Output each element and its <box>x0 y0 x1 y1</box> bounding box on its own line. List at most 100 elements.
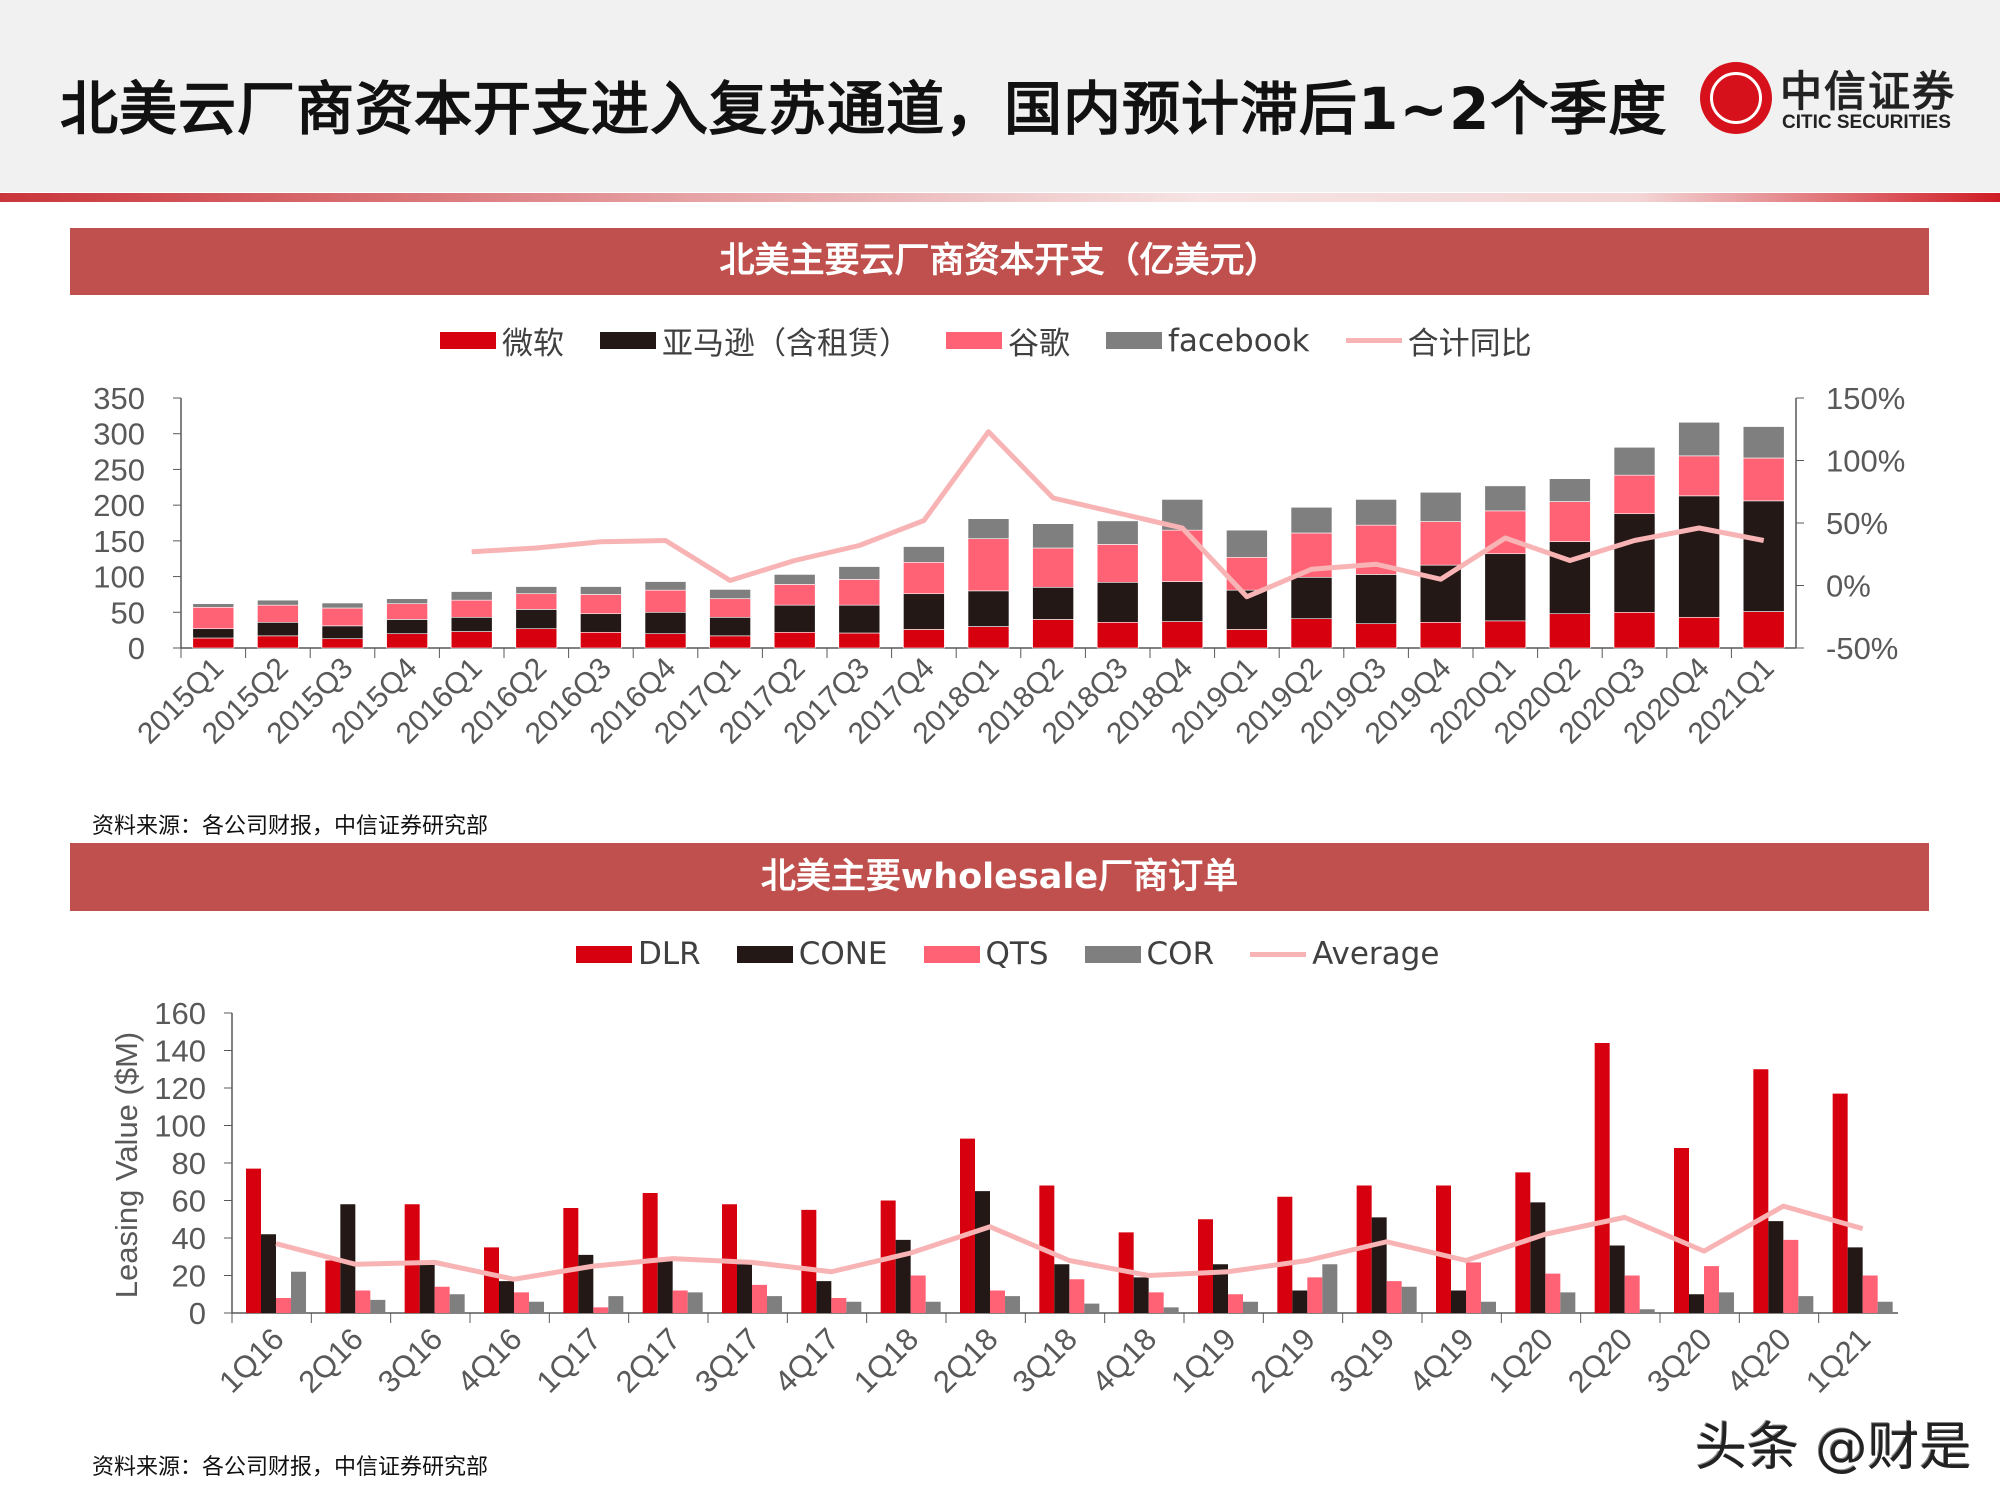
bar-0-2019Q2 <box>1290 618 1333 649</box>
x-tick-label-2: 3Q17 <box>688 1321 766 1399</box>
bar-3-2019Q1 <box>1226 529 1268 558</box>
bar-2-2021Q1 <box>1742 457 1785 502</box>
bar-1-2016Q3 <box>580 613 622 633</box>
y-tick-label-2: 160 <box>154 996 206 1031</box>
chart1-source: 资料来源：各公司财报，中信证券研究部 <box>92 814 489 839</box>
bar-COR-4Q20 <box>1798 1296 1814 1313</box>
bar-2-2017Q3 <box>838 579 881 606</box>
legend-item: 微软 <box>440 318 564 363</box>
bar-COR-3Q19 <box>1401 1286 1417 1313</box>
bar-2-2018Q3 <box>1096 544 1139 583</box>
x-tick-label-2: 3Q19 <box>1323 1321 1401 1399</box>
x-tick-label-2: 2Q17 <box>609 1321 687 1399</box>
bar-DLR-4Q16 <box>484 1247 499 1313</box>
bar-QTS-3Q17 <box>752 1284 767 1313</box>
y-tick-label-2: 140 <box>154 1034 206 1069</box>
bar-DLR-1Q19 <box>1198 1219 1213 1313</box>
bar-1-2016Q4 <box>644 611 687 635</box>
bar-QTS-1Q21 <box>1862 1275 1878 1313</box>
legend-label: COR <box>1146 936 1215 972</box>
bar-CONE-4Q16 <box>499 1281 514 1313</box>
bar-COR-2Q20 <box>1639 1309 1655 1313</box>
y-right-tick-label: 0% <box>1826 569 1871 604</box>
bar-3-2018Q1 <box>967 518 1010 540</box>
bar-COR-3Q20 <box>1719 1292 1734 1313</box>
y-right-tick-label: -50% <box>1826 631 1898 666</box>
bar-3-2018Q3 <box>1096 520 1139 545</box>
x-tick-label-2: 1Q17 <box>530 1321 608 1399</box>
bar-CONE-4Q18 <box>1133 1277 1149 1313</box>
y-tick-label: 150 <box>93 524 145 559</box>
bar-QTS-2Q16 <box>355 1290 371 1313</box>
bar-CONE-3Q16 <box>419 1264 435 1313</box>
y-tick-label-2: 80 <box>172 1146 206 1181</box>
legend-item: QTS <box>923 936 1049 972</box>
bar-0-2018Q3 <box>1096 621 1139 649</box>
bar-COR-2Q17 <box>687 1292 703 1313</box>
bar-3-2019Q4 <box>1419 491 1462 522</box>
chart1-title: 北美主要云厂商资本开支（亿美元） <box>70 228 1929 295</box>
bar-CONE-4Q20 <box>1768 1221 1784 1313</box>
bar-COR-2Q16 <box>370 1299 386 1313</box>
bar-0-2018Q4 <box>1161 621 1204 649</box>
bar-1-2016Q2 <box>515 609 558 630</box>
bar-1-2018Q1 <box>967 590 1010 627</box>
bar-3-2020Q4 <box>1678 421 1720 457</box>
bar-CONE-4Q19 <box>1451 1290 1466 1313</box>
header-divider <box>0 193 2000 202</box>
x-tick-label-2: 2Q18 <box>926 1321 1004 1399</box>
bar-QTS-3Q20 <box>1704 1266 1719 1313</box>
bar-0-2019Q1 <box>1226 629 1268 649</box>
x-tick-label-2: 1Q19 <box>1164 1321 1242 1399</box>
bar-3-2015Q1 <box>192 603 235 608</box>
bar-CONE-2Q20 <box>1609 1245 1625 1313</box>
y-tick-label: 0 <box>128 631 145 666</box>
bar-DLR-3Q20 <box>1674 1148 1689 1313</box>
x-tick-label-2: 3Q16 <box>371 1321 449 1399</box>
y-tick-label: 50 <box>111 595 145 630</box>
x-tick-label-2: 4Q16 <box>450 1321 528 1399</box>
legend-item: Average <box>1250 936 1439 972</box>
bar-DLR-2Q20 <box>1594 1043 1610 1313</box>
y-tick-label-2: 100 <box>154 1109 206 1144</box>
bar-3-2017Q3 <box>838 566 881 580</box>
watermark: 头条 @财是 <box>1695 1418 1972 1478</box>
y-axis-title: Leasing Value ($M) <box>109 1032 144 1299</box>
bar-0-2017Q3 <box>838 632 881 649</box>
bar-1-2015Q3 <box>321 625 364 640</box>
x-tick-label-2: 2Q16 <box>292 1321 370 1399</box>
bar-1-2020Q2 <box>1549 541 1591 615</box>
bar-0-2015Q4 <box>386 633 428 649</box>
bar-COR-4Q17 <box>846 1301 862 1313</box>
bar-3-2016Q1 <box>450 591 493 601</box>
bar-3-2017Q1 <box>709 589 751 600</box>
bar-CONE-1Q16 <box>261 1234 276 1313</box>
bar-COR-1Q21 <box>1877 1301 1893 1313</box>
bar-CONE-2Q16 <box>340 1204 356 1313</box>
bar-3-2015Q2 <box>257 599 299 606</box>
logo-text-cn: 中信证券 <box>1780 67 1957 116</box>
bar-COR-1Q20 <box>1560 1292 1576 1313</box>
page-title: 北美云厂商资本开支进入复苏通道，国内预计滞后1~2个季度 <box>60 75 1668 143</box>
bar-3-2016Q4 <box>644 581 687 591</box>
y-right-tick-label: 100% <box>1826 444 1905 479</box>
bar-2-2020Q2 <box>1549 501 1591 542</box>
bar-DLR-2Q16 <box>325 1260 341 1313</box>
y-tick-label: 350 <box>93 381 145 416</box>
bar-0-2015Q2 <box>257 635 299 649</box>
bar-2-2015Q1 <box>192 606 235 630</box>
y-tick-label-2: 0 <box>189 1296 206 1331</box>
bar-0-2017Q1 <box>709 635 751 649</box>
bar-2-2020Q4 <box>1678 455 1720 497</box>
bar-0-2016Q1 <box>450 631 493 649</box>
y-right-tick-label: 150% <box>1826 381 1905 416</box>
bar-QTS-4Q19 <box>1466 1262 1481 1313</box>
bar-3-2017Q4 <box>903 546 945 563</box>
bar-3-2015Q3 <box>321 602 364 609</box>
legend-item: 亚马逊（含租赁） <box>600 318 910 363</box>
bar-0-2018Q2 <box>1032 619 1074 649</box>
y-tick-label-2: 40 <box>172 1221 206 1256</box>
bar-0-2016Q4 <box>644 633 687 649</box>
bar-CONE-1Q19 <box>1213 1264 1228 1313</box>
